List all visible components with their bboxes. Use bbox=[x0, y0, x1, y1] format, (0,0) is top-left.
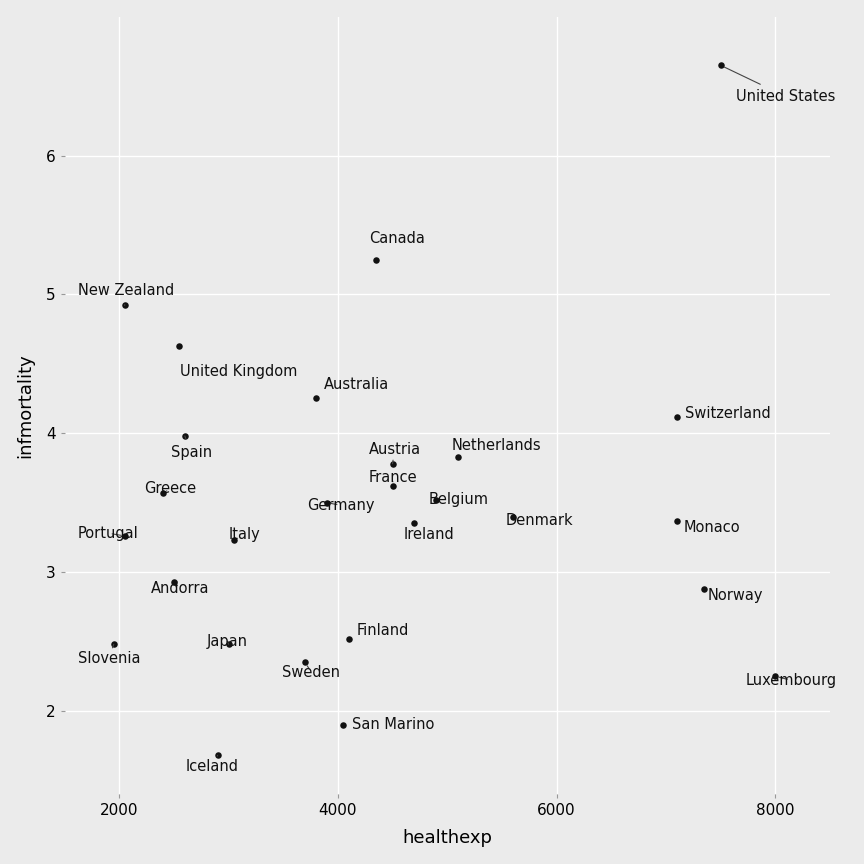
Text: Australia: Australia bbox=[324, 377, 389, 391]
Text: Switzerland: Switzerland bbox=[685, 406, 771, 422]
Text: Portugal: Portugal bbox=[78, 525, 138, 541]
Point bbox=[670, 410, 683, 423]
Text: United States: United States bbox=[724, 67, 835, 104]
Point bbox=[385, 457, 399, 471]
Point bbox=[107, 638, 121, 651]
Text: Iceland: Iceland bbox=[186, 755, 239, 774]
Point bbox=[309, 391, 323, 405]
Text: Spain: Spain bbox=[170, 436, 212, 461]
Text: Ireland: Ireland bbox=[403, 527, 454, 542]
Text: Canada: Canada bbox=[370, 231, 425, 245]
Text: Monaco: Monaco bbox=[684, 520, 740, 535]
Y-axis label: infmortality: infmortality bbox=[16, 353, 35, 458]
Point bbox=[714, 59, 727, 73]
Point bbox=[118, 529, 131, 543]
Point bbox=[167, 575, 181, 588]
Text: Germany: Germany bbox=[308, 498, 375, 513]
Point bbox=[670, 514, 683, 528]
Text: Belgium: Belgium bbox=[429, 492, 489, 507]
X-axis label: healthexp: healthexp bbox=[403, 829, 492, 848]
Text: France: France bbox=[369, 470, 417, 485]
Point bbox=[768, 670, 782, 683]
Text: Norway: Norway bbox=[708, 588, 763, 603]
Text: Slovenia: Slovenia bbox=[78, 645, 140, 665]
Text: New Zealand: New Zealand bbox=[78, 283, 174, 306]
Point bbox=[369, 253, 383, 267]
Text: Greece: Greece bbox=[144, 481, 196, 496]
Text: Andorra: Andorra bbox=[151, 581, 209, 596]
Point bbox=[342, 632, 356, 645]
Point bbox=[429, 493, 443, 507]
Text: Italy: Italy bbox=[229, 527, 260, 542]
Point bbox=[408, 517, 422, 530]
Point bbox=[173, 339, 187, 353]
Text: Luxembourg: Luxembourg bbox=[746, 673, 837, 688]
Point bbox=[385, 479, 399, 492]
Text: Austria: Austria bbox=[368, 442, 421, 464]
Point bbox=[156, 486, 170, 499]
Point bbox=[320, 496, 334, 510]
Point bbox=[118, 299, 131, 313]
Point bbox=[211, 748, 225, 762]
Point bbox=[506, 510, 520, 524]
Point bbox=[222, 638, 236, 651]
Point bbox=[336, 718, 350, 732]
Point bbox=[298, 656, 312, 670]
Text: Netherlands: Netherlands bbox=[452, 438, 541, 454]
Text: Japan: Japan bbox=[206, 634, 248, 649]
Text: Finland: Finland bbox=[357, 623, 409, 638]
Text: San Marino: San Marino bbox=[353, 717, 435, 733]
Point bbox=[451, 450, 465, 464]
Text: United Kingdom: United Kingdom bbox=[181, 364, 298, 378]
Text: Denmark: Denmark bbox=[505, 513, 573, 528]
Point bbox=[697, 581, 711, 595]
Point bbox=[178, 429, 192, 443]
Text: Sweden: Sweden bbox=[283, 664, 340, 679]
Point bbox=[227, 533, 241, 547]
